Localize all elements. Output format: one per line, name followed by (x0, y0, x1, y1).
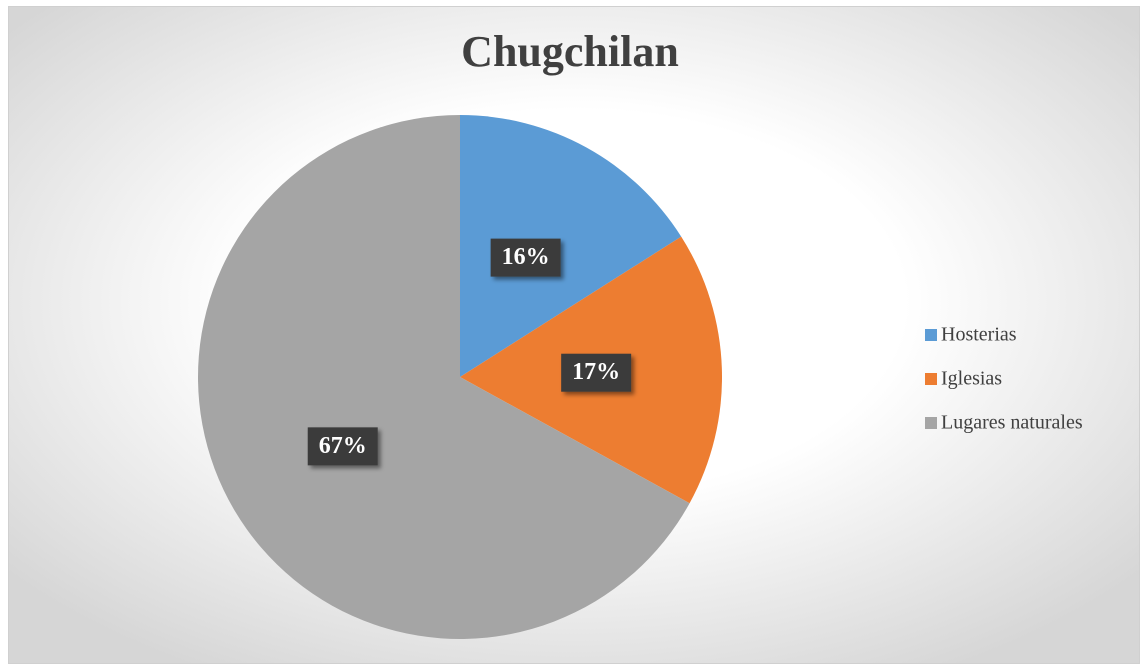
legend-swatch (925, 373, 937, 385)
legend-label: Iglesias (941, 368, 1002, 390)
data-label-box (307, 427, 378, 466)
data-label: 16% (502, 244, 550, 270)
data-label-box (490, 238, 561, 277)
pie-slice (460, 115, 682, 377)
data-label: 67% (319, 433, 367, 459)
legend-swatch (925, 329, 937, 341)
data-label-box (561, 353, 632, 392)
legend-label: Lugares naturales (941, 412, 1083, 434)
data-label: 17% (572, 359, 620, 385)
chart-title: Chugchilan (461, 27, 679, 76)
legend-swatch (925, 417, 937, 429)
legend-label: Hosterias (941, 324, 1017, 346)
pie-slice (198, 115, 690, 639)
